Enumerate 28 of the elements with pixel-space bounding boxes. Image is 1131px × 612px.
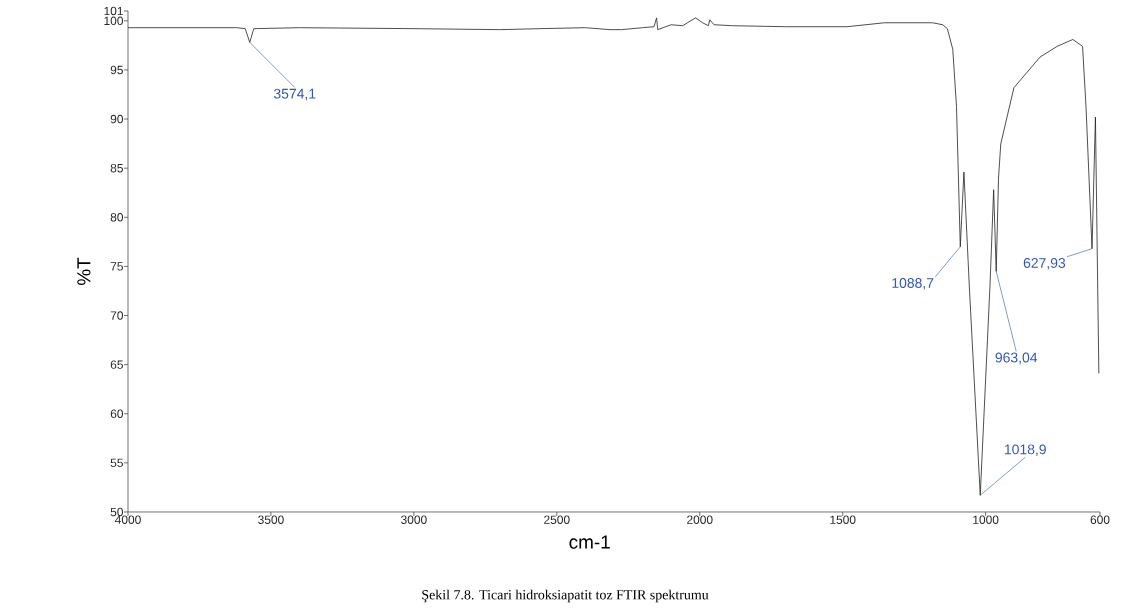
x-axis-title: cm-1 — [569, 535, 610, 549]
y-tick-label: 75 — [110, 262, 123, 271]
y-tick-label: 55 — [110, 458, 123, 468]
annotation: 1018,9 — [1004, 444, 1046, 456]
annotation: 963,04 — [995, 352, 1038, 365]
y-axis-title: %T — [77, 257, 91, 286]
y-tick-label: 85 — [110, 163, 123, 173]
x-tick-label: 600 — [1090, 515, 1110, 524]
x-tick-label: 1500 — [830, 515, 856, 524]
y-tick-label: 101 — [104, 6, 123, 16]
y-tick-label: 95 — [110, 65, 123, 75]
y-tick-label: 70 — [110, 311, 124, 320]
text: Şekil 7.8. Ticari hidroksiapatit toz FTIR spektrumu — [422, 589, 709, 603]
y-tick-label: 100 — [104, 16, 124, 26]
annotation: 3574,1 — [273, 88, 316, 101]
x-tick-label: 3000 — [401, 515, 427, 524]
y-tick-label: 90 — [110, 114, 124, 124]
x-tick-label: 2500 — [544, 515, 570, 524]
y-tick-label: 60 — [110, 409, 124, 418]
y-tick-label: 65 — [110, 360, 123, 369]
y-tick-label: 80 — [110, 213, 124, 222]
annotation: 627,93 — [1023, 258, 1066, 270]
y-tick-label: 50 — [110, 507, 124, 517]
x-tick-label: 4000 — [114, 515, 141, 524]
x-tick-label: 1000 — [973, 515, 999, 524]
x-tick-label: 3500 — [258, 515, 284, 524]
annotation: 1088,7 — [892, 278, 934, 290]
x-tick-label: 2000 — [687, 515, 713, 524]
